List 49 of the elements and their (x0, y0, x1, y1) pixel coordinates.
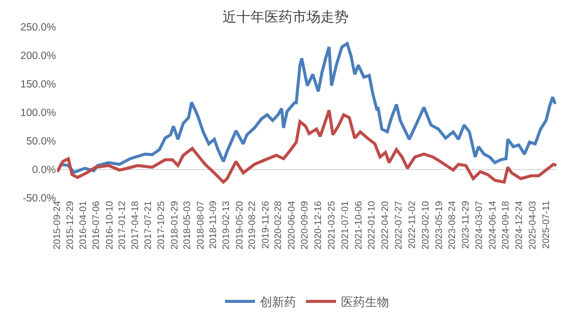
line-series (57, 108, 557, 184)
x-tick-label: 2025-04-03 (527, 200, 538, 250)
x-tick-label: 2020-02-28 (273, 200, 284, 250)
x-tick-label: 2023-08-24 (447, 200, 458, 250)
x-tick-label: 2015-12-29 (65, 200, 76, 250)
x-tick-label: 2018-01-29 (169, 200, 180, 250)
x-tick-label: 2024-09-18 (500, 200, 512, 250)
x-tick-label: 2024-06-14 (487, 200, 498, 250)
x-tick-label: 2024-12-24 (514, 200, 525, 250)
legend-label: 创新药 (260, 295, 296, 310)
legend-label: 医药生物 (341, 295, 389, 310)
y-tick-label: 200.0% (20, 50, 56, 62)
x-tick-label: 2018-08-07 (195, 200, 206, 250)
x-tick-label: 2019-08-22 (247, 200, 258, 250)
y-tick-label: 100.0% (20, 107, 56, 120)
x-tick-label: 2022-04-20 (380, 200, 392, 250)
x-tick-label: 2018-11-09 (208, 200, 220, 249)
x-tick-label: 2022-01-10 (366, 200, 378, 250)
y-tick-label: 250.0% (20, 22, 56, 34)
x-tick-label: 2022-07-27 (393, 200, 404, 250)
x-tick-label: 2020-06-04 (286, 200, 298, 250)
x-tick-label: 2022-11-02 (406, 200, 418, 249)
x-tick-label: 2024-03-07 (474, 200, 485, 250)
x-tick-label: 2020-09-09 (300, 200, 311, 250)
x-tick-label: 2017-04-18 (130, 200, 142, 250)
y-tick-label: 150.0% (20, 78, 56, 91)
chart-title: 近十年医药市场走势 (222, 8, 348, 24)
x-tick-label: 2019-02-13 (221, 200, 232, 250)
x-tick-label: 2021-10-06 (353, 200, 364, 250)
x-tick-label: 2016-10-10 (104, 200, 116, 250)
x-tick-label: 2015-09-24 (52, 200, 64, 250)
x-tick-label: 2017-07-21 (143, 200, 154, 250)
x-tick-label: 2021-07-01 (340, 200, 352, 250)
x-tick-label: 2023-05-19 (434, 200, 445, 250)
x-tick-label: 2021-03-25 (326, 200, 338, 250)
y-tick-label: 0.0% (32, 164, 56, 176)
x-tick-label: 2019-05-20 (234, 200, 246, 250)
x-tick-label: 2025-07-11 (541, 200, 552, 249)
x-tick-label: 2017-01-12 (117, 200, 128, 250)
x-tick-label: 2016-04-01 (78, 200, 90, 250)
x-tick-label: 2019-11-26 (260, 200, 272, 249)
y-tick-label: 50.0% (26, 136, 56, 148)
x-tick-label: 2023-02-10 (420, 200, 432, 250)
x-tick-label: 2016-07-06 (91, 200, 102, 250)
line-series (57, 42, 557, 174)
x-tick-label: 2018-05-03 (182, 200, 194, 250)
x-tick-label: 2020-12-16 (313, 200, 324, 250)
x-tick-label: 2023-11-29 (460, 200, 472, 249)
x-tick-label: 2017-10-25 (156, 200, 168, 250)
